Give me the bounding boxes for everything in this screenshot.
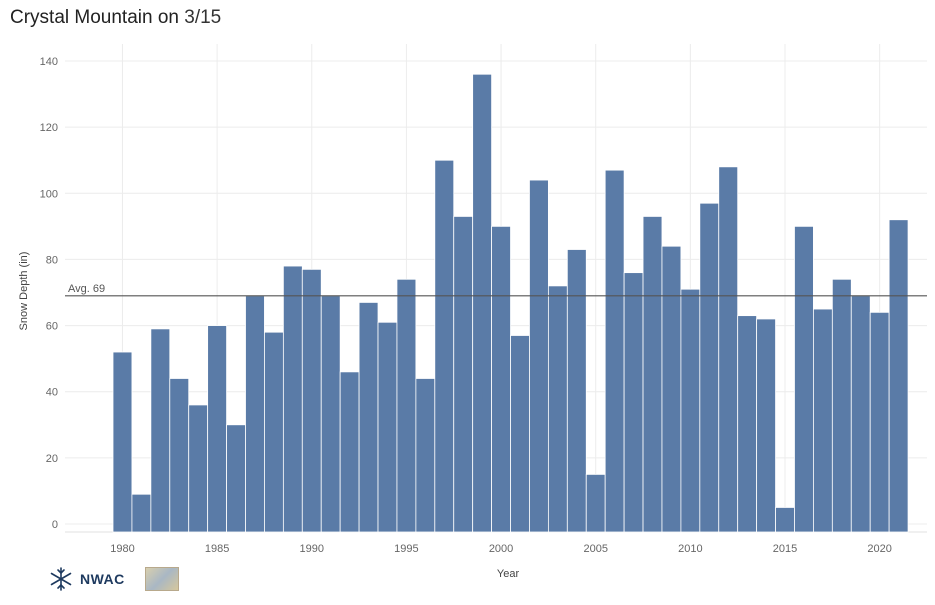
bar-1995 bbox=[396, 278, 417, 533]
y-tick-label: 100 bbox=[40, 188, 58, 200]
bar-1989 bbox=[282, 265, 303, 533]
bar-1983 bbox=[169, 378, 190, 533]
bar-1986 bbox=[226, 424, 246, 533]
bar-2009 bbox=[661, 245, 682, 533]
y-tick-label: 40 bbox=[46, 387, 58, 399]
bar-2000 bbox=[491, 225, 511, 533]
x-tick-label: 2010 bbox=[678, 543, 702, 555]
x-tick-label: 1990 bbox=[300, 543, 324, 555]
bar-1990 bbox=[301, 268, 322, 533]
bar-2004 bbox=[566, 249, 587, 533]
bar-1987 bbox=[245, 295, 265, 533]
date-prefix: on bbox=[157, 7, 179, 28]
bar-2021 bbox=[888, 219, 909, 533]
y-tick-label: 80 bbox=[46, 254, 58, 266]
chart-title: Crystal Mountain on 3/15 bbox=[10, 7, 221, 29]
y-tick-label: 120 bbox=[40, 122, 58, 134]
snowflake-icon bbox=[50, 567, 72, 591]
bar-1997 bbox=[434, 159, 455, 533]
x-tick-label: 2000 bbox=[489, 543, 513, 555]
nwac-logo-text: NWAC bbox=[80, 571, 125, 587]
bar-2014 bbox=[756, 318, 776, 533]
bar-1996 bbox=[415, 378, 436, 533]
y-axis-title: Snow Depth (in) bbox=[18, 252, 30, 331]
bar-2013 bbox=[737, 315, 758, 533]
date-label: 3/15 bbox=[184, 7, 222, 28]
bar-1998 bbox=[453, 216, 474, 533]
x-tick-label: 2020 bbox=[867, 543, 891, 555]
x-tick-label: 2015 bbox=[773, 543, 797, 555]
bar-1980 bbox=[112, 351, 133, 533]
bar-2012 bbox=[718, 166, 739, 533]
average-line-group: Avg. 69 bbox=[65, 283, 927, 297]
bar-1982 bbox=[150, 328, 171, 533]
bar-2011 bbox=[699, 202, 720, 533]
x-axis-title: Year bbox=[497, 568, 520, 580]
y-tick-label: 60 bbox=[46, 321, 58, 333]
bar-2020 bbox=[869, 311, 890, 533]
y-tick-label: 20 bbox=[46, 453, 58, 465]
x-tick-label: 1995 bbox=[394, 543, 418, 555]
partner-badge-icon bbox=[144, 567, 179, 591]
bar-1994 bbox=[377, 321, 398, 533]
bar-2016 bbox=[794, 225, 814, 533]
x-tick-label: 1980 bbox=[110, 543, 134, 555]
y-tick-label: 0 bbox=[52, 519, 58, 531]
location-name: Crystal Mountain bbox=[10, 7, 153, 28]
x-tick-label: 1985 bbox=[205, 543, 229, 555]
bar-2007 bbox=[623, 272, 644, 533]
bar-1999 bbox=[472, 73, 493, 533]
bar-2018 bbox=[831, 278, 852, 533]
bar-2003 bbox=[547, 285, 568, 533]
bar-1981 bbox=[131, 493, 152, 533]
bar-1992 bbox=[339, 371, 360, 533]
bar-2002 bbox=[529, 179, 549, 533]
x-tick-label: 2005 bbox=[583, 543, 607, 555]
bar-2008 bbox=[642, 216, 663, 533]
bar-1985 bbox=[207, 325, 227, 533]
bar-2019 bbox=[850, 295, 871, 533]
bars bbox=[112, 73, 909, 533]
y-tick-label: 140 bbox=[40, 56, 58, 68]
bar-1991 bbox=[320, 295, 341, 533]
y-tick-labels: 0 20 40 60 80 100 120 140 bbox=[40, 56, 58, 531]
bar-2005 bbox=[585, 473, 606, 533]
nwac-logo: NWAC bbox=[48, 566, 179, 592]
bar-2006 bbox=[604, 169, 625, 533]
bar-2015 bbox=[775, 507, 795, 533]
bar-2001 bbox=[510, 335, 530, 533]
bar-1993 bbox=[358, 302, 379, 533]
bar-2017 bbox=[813, 308, 833, 533]
average-label: Avg. 69 bbox=[68, 283, 105, 295]
x-tick-labels: 1980 1985 1990 1995 2000 2005 2010 2015 2020 bbox=[110, 543, 892, 555]
bar-1984 bbox=[188, 404, 209, 533]
bar-2010 bbox=[680, 288, 701, 533]
bar-1988 bbox=[264, 331, 284, 533]
